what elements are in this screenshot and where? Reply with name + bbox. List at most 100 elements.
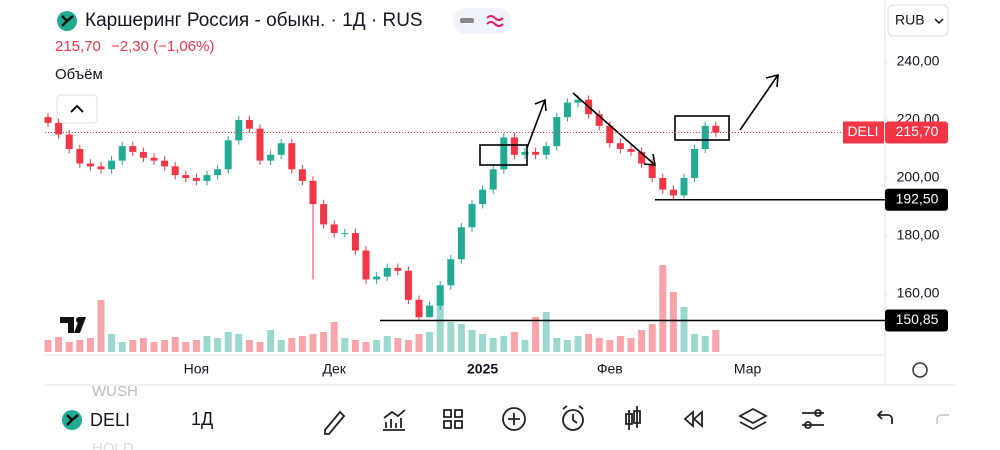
alert-icon[interactable] <box>562 409 584 431</box>
candle-body <box>76 149 84 164</box>
price-tag <box>885 188 948 211</box>
settings-icon[interactable] <box>912 362 928 378</box>
price-tag-label: 215,70 <box>896 123 939 139</box>
volume-bar <box>691 334 699 352</box>
volume-bar <box>139 338 147 352</box>
candle-body <box>691 149 699 178</box>
volume-bar <box>55 337 63 352</box>
drawings <box>479 73 779 166</box>
layers-icon[interactable] <box>738 407 768 431</box>
candle-body <box>256 128 264 161</box>
candle-body <box>192 178 200 181</box>
candle-body <box>457 227 465 260</box>
candle-body <box>532 151 540 155</box>
templates-icon[interactable] <box>443 409 463 429</box>
volume-bar <box>373 340 381 352</box>
tv-logo <box>60 317 86 333</box>
candle-body <box>362 250 370 280</box>
volume-bar <box>500 336 508 352</box>
volume-bar <box>203 336 211 352</box>
chart-type-icon[interactable] <box>625 406 641 430</box>
candle-body <box>235 120 243 141</box>
candle-body <box>108 160 116 170</box>
candle-body <box>404 270 412 300</box>
y-tick-label: 200,00 <box>897 169 940 185</box>
candle-body <box>44 117 52 123</box>
volume-bar <box>404 340 412 352</box>
volume-bar <box>182 342 190 352</box>
collapse-button[interactable] <box>56 94 98 124</box>
undo-icon[interactable] <box>876 410 893 424</box>
indicators-icon[interactable] <box>383 409 406 431</box>
volume-bar <box>150 342 158 352</box>
volume-bar <box>235 334 243 352</box>
y-tick-label: 180,00 <box>897 227 940 243</box>
candle-body <box>669 189 677 196</box>
arrow-drawing <box>526 98 547 149</box>
volume-bar <box>118 342 126 352</box>
volume-bar <box>574 336 582 352</box>
chevron <box>70 104 84 113</box>
price-tag-label: 150,85 <box>896 311 939 327</box>
watchlist-item[interactable]: HOLD <box>92 440 134 450</box>
watchlist-item[interactable]: WUSH <box>92 383 138 400</box>
interval[interactable]: 1Д <box>191 409 213 429</box>
volume-bar <box>44 340 52 352</box>
price-tag-name: DELI <box>847 123 878 139</box>
price: 215,70 <box>55 38 101 55</box>
chevron <box>934 18 944 25</box>
settings-icon[interactable] <box>814 409 822 417</box>
price-tag <box>885 121 948 144</box>
volume-bar <box>65 342 73 352</box>
volume-bar <box>192 340 200 352</box>
add-icon[interactable] <box>502 407 526 431</box>
candle-body <box>309 180 317 205</box>
arrow-drawing <box>739 73 779 131</box>
volume-bar <box>298 336 306 352</box>
add-icon[interactable] <box>508 413 520 425</box>
candle-body <box>118 146 126 161</box>
volume-bar <box>309 334 317 352</box>
settings-icon[interactable] <box>804 421 812 429</box>
toggle[interactable] <box>453 8 511 34</box>
candle-body <box>171 166 179 176</box>
candle-body <box>373 276 381 280</box>
replay-icon[interactable] <box>683 410 703 428</box>
volume-bar <box>606 340 614 352</box>
alert-icon[interactable] <box>562 405 584 424</box>
candle-body <box>701 125 709 149</box>
candle-body <box>500 137 508 170</box>
candle-body <box>595 114 603 126</box>
candle-body <box>150 157 158 161</box>
symbol[interactable]: DELI <box>90 410 130 430</box>
volume-bar <box>394 338 402 352</box>
candle-body <box>65 134 73 149</box>
volume-bar <box>436 297 444 352</box>
volume-bar <box>288 338 296 352</box>
candle-body <box>574 99 582 103</box>
logo-glyph <box>66 414 79 426</box>
draw-tool-icon[interactable] <box>324 410 346 435</box>
candle-body <box>606 125 614 144</box>
currency-select[interactable] <box>887 4 949 37</box>
volume-bar <box>277 340 285 352</box>
volume-bar <box>532 317 540 352</box>
rectangle-drawing <box>674 115 730 141</box>
candle-body <box>383 267 391 277</box>
candle-body <box>224 140 232 170</box>
candle-body <box>161 160 169 167</box>
candle-body <box>298 169 306 181</box>
candle-body <box>553 117 561 147</box>
volume-bar <box>86 338 94 352</box>
volume-bar <box>330 322 338 352</box>
volume-bar <box>669 292 677 352</box>
volume-bar <box>563 340 571 352</box>
candle-body <box>97 166 105 170</box>
candle-body <box>394 267 402 271</box>
volume-label: Объём <box>55 66 103 83</box>
redo-icon[interactable] <box>936 414 949 424</box>
toggle-icon <box>460 18 474 23</box>
candle-body <box>129 146 137 152</box>
candle-body <box>341 233 349 235</box>
